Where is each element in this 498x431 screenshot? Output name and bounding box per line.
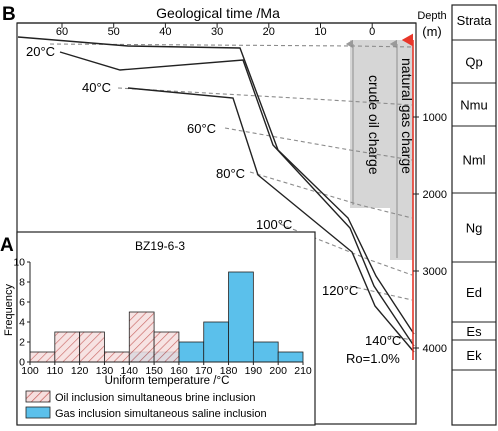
oil-inclusion-bar <box>104 351 130 363</box>
depth-tick-label: 4000 <box>423 343 447 355</box>
strata-cells: Qp Nmu Nml Ng Ed Es Ek <box>452 39 496 371</box>
isotherm-label-80: 80°C <box>216 166 245 181</box>
legend-label-oil: Oil inclusion simultaneous brine inclusi… <box>55 392 256 404</box>
histogram-x-tick-label: 120 <box>71 365 89 377</box>
histogram-x-tick-label: 180 <box>220 365 238 377</box>
crude-oil-charge-label: crude oil charge <box>366 75 382 175</box>
strata-column <box>451 4 497 426</box>
oil-inclusion-bar <box>54 331 81 363</box>
histogram-x-tick-label: 170 <box>195 365 213 377</box>
strata-label: Es <box>466 324 482 339</box>
histogram-y-tick-label: 8 <box>19 277 25 289</box>
strata-label: Ek <box>466 348 482 363</box>
histogram-x-tick-label: 140 <box>121 365 139 377</box>
depth-header: Depth <box>417 10 446 22</box>
histogram-x-tick-label: 190 <box>245 365 263 377</box>
gas-inclusion-bar <box>203 321 229 363</box>
time-tick-label: 30 <box>211 26 223 38</box>
depth-axis-ticks: 1000 2000 3000 4000 <box>413 112 447 355</box>
isotherm-label-20: 20°C <box>26 44 55 59</box>
depth-tick-label: 3000 <box>423 266 447 278</box>
depth-unit: (m) <box>422 24 442 39</box>
isotherm-label-120: 120°C <box>322 283 358 298</box>
gas-inclusion-bar <box>277 351 304 363</box>
histogram-x-tick-label: 110 <box>46 365 63 377</box>
histogram-title: BZ19-6-3 <box>135 239 185 253</box>
legend-swatch-oil <box>25 390 51 403</box>
gas-inclusion-bar <box>252 341 279 363</box>
time-tick-label: 20 <box>263 26 275 38</box>
legend-swatch-gas <box>25 406 51 419</box>
isotherm-label-100: 100°C <box>256 217 292 232</box>
gas-inclusion-bar <box>228 271 254 363</box>
natural-gas-charge-label: natural gas charge <box>399 58 415 174</box>
oil-inclusion-bar <box>29 351 56 363</box>
legend-label-gas: Gas inclusion simultaneous saline inclus… <box>55 408 267 420</box>
strata-label: Qp <box>465 55 482 70</box>
histogram-y-tick-label: 6 <box>19 297 25 309</box>
histogram-ylabel: Frequency <box>3 284 15 336</box>
depth-tick-label: 2000 <box>423 189 447 201</box>
time-tick-label: 0 <box>369 26 375 38</box>
oil-inclusion-bar <box>153 331 180 363</box>
histogram-x-tick-label: 100 <box>21 365 39 377</box>
isotherm-label-40: 40°C <box>82 80 111 95</box>
time-tick-label: 10 <box>314 26 326 38</box>
time-axis-title: Geological time /Ma <box>156 5 280 21</box>
histogram-x-tick-label: 150 <box>145 365 163 377</box>
time-tick-label: 60 <box>56 26 68 38</box>
histogram-y-tick-label: 0 <box>19 357 25 369</box>
histogram-x-tick-label: 200 <box>269 365 287 377</box>
isotherm-label-140: 140°C <box>365 333 401 348</box>
strata-label: Ed <box>466 285 482 300</box>
burial-curves <box>17 36 415 353</box>
panel-a-label: A <box>0 235 14 256</box>
time-tick-label: 40 <box>159 26 171 38</box>
histogram-y-tick-label: 10 <box>13 257 25 269</box>
histogram-x-tick-label: 160 <box>170 365 188 377</box>
oil-inclusion-bar <box>79 331 105 363</box>
depth-tick-label: 1000 <box>423 112 447 124</box>
time-axis-ticks: 60 50 40 30 20 10 0 <box>56 23 375 38</box>
isotherm-label-60: 60°C <box>187 121 216 136</box>
histogram-x-tick-label: 130 <box>96 365 114 377</box>
histogram-xlabel: Uniform temperature /°C <box>105 375 230 387</box>
time-tick-label: 50 <box>108 26 120 38</box>
histogram-plot: 100 110 120 130 140 150 160 170 180 190 200 210 0 2 4 6… <box>13 257 312 378</box>
histogram-y-tick-label: 2 <box>19 337 25 349</box>
panel-b-label: B <box>2 4 16 25</box>
strata-label: Ng <box>466 221 483 236</box>
histogram-y-tick-label: 4 <box>19 317 25 329</box>
strata-label: Nml <box>462 153 485 168</box>
crude-oil-charge-band <box>350 40 390 208</box>
strata-label: Nmu <box>460 98 487 113</box>
ro-label: Ro=1.0% <box>346 351 400 366</box>
histogram-x-tick-label: 210 <box>294 365 312 377</box>
oil-inclusion-bar <box>128 311 155 363</box>
strata-header: Strata <box>457 13 492 28</box>
gas-inclusion-bar <box>178 341 205 363</box>
histogram-inset-frame <box>16 231 316 426</box>
isotherm-lines <box>49 43 413 341</box>
natural-gas-charge-band <box>390 40 413 260</box>
